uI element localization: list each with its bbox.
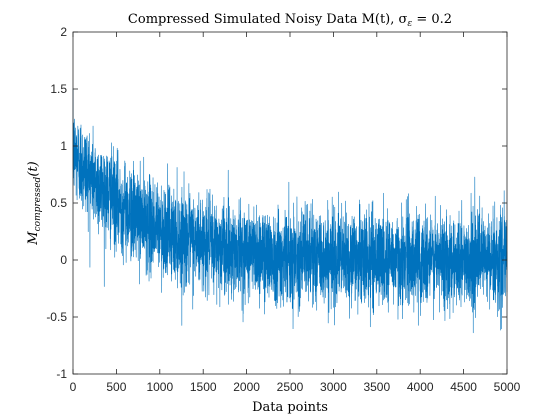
chart-title: Compressed Simulated Noisy Data M(t), σε… [128,12,452,29]
x-tick-label: 2000 [233,380,260,394]
y-tick-label: 0.5 [50,196,67,210]
x-tick-label: 4000 [407,380,434,394]
y-tick-label: 2 [60,25,67,39]
ticks-group: 0 500 1000 1500 2000 2500 3000 3500 4000 4500 5000… [46,25,520,394]
x-tick-label: 5000 [494,380,521,394]
y-tick-label: 0 [60,253,67,267]
x-tick-label: 4500 [450,380,477,394]
x-tick-label: 3500 [363,380,390,394]
x-tick-label: 1000 [146,380,173,394]
y-axis-label: Mcompressed(t) [26,161,43,245]
series-line-0 [72,88,508,334]
x-tick-label: 3000 [320,380,347,394]
y-tick-label: -0.5 [46,310,67,324]
y-tick-label: -1 [56,367,67,381]
x-tick-label: 2500 [277,380,304,394]
x-tick-label: 500 [106,380,126,394]
series-group [72,88,508,334]
x-tick-label: 0 [70,380,77,394]
x-axis-label: Data points [252,400,328,415]
y-tick-label: 1.5 [50,82,67,96]
y-tick-label: 1 [60,139,67,153]
x-tick-label: 1500 [190,380,217,394]
